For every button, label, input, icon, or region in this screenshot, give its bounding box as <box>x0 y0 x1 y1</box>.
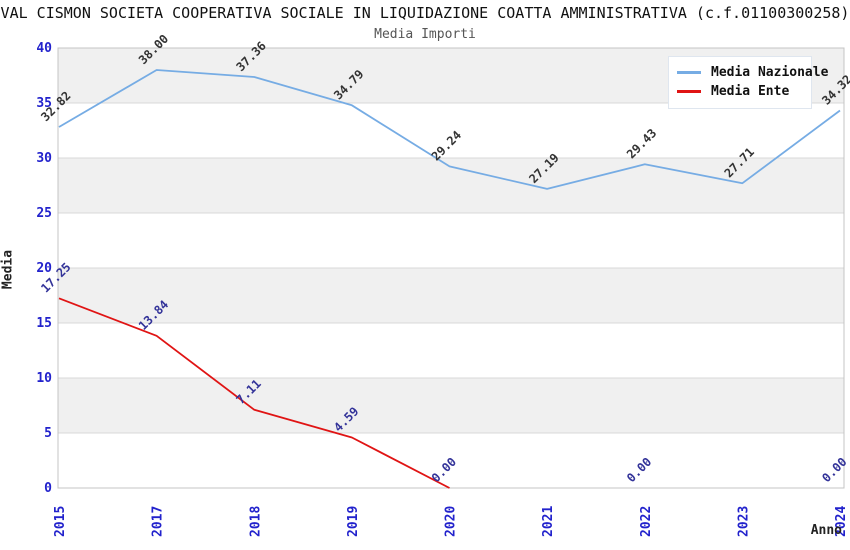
x-tick-label: 2024 <box>834 506 849 537</box>
plot-border <box>57 47 845 489</box>
y-tick-label: 25 <box>36 206 52 221</box>
plot-band <box>58 433 844 488</box>
x-tick-label: 2019 <box>346 506 361 537</box>
legend-label: Media Ente <box>711 84 790 99</box>
y-tick-label: 5 <box>44 426 52 441</box>
x-tick-label: 2020 <box>444 506 459 537</box>
chart-title: VAL CISMON SOCIETA COOPERATIVA SOCIALE I… <box>0 4 850 22</box>
x-axis-title: Anno <box>810 523 842 538</box>
chart-subtitle: Media Importi <box>374 27 476 42</box>
y-axis-title: Media <box>0 249 16 290</box>
x-tick-label: 2017 <box>151 506 166 537</box>
y-tick-label: 20 <box>36 261 52 276</box>
legend-item-media-ente: Media Ente <box>677 82 803 101</box>
y-tick-label: 40 <box>36 41 52 56</box>
plot-band <box>58 378 844 433</box>
plot-band <box>58 103 844 158</box>
x-tick-label: 2022 <box>639 506 654 537</box>
plot-band <box>58 268 844 323</box>
x-tick-label: 2015 <box>53 506 68 537</box>
legend-label: Media Nazionale <box>711 65 829 80</box>
y-tick-label: 15 <box>36 316 52 331</box>
media-nazionale-line <box>58 69 841 190</box>
y-tick-label: 0 <box>44 481 52 496</box>
x-tick-label: 2021 <box>541 506 556 537</box>
plot-band <box>58 323 844 378</box>
legend-item-media-nazionale: Media Nazionale <box>677 63 828 82</box>
x-tick-label: 2023 <box>736 506 751 537</box>
y-tick-label: 10 <box>36 371 52 386</box>
legend: Media Nazionale Media Ente <box>668 56 828 109</box>
media-ente-line-swatch-icon <box>677 90 701 93</box>
plot-band <box>58 213 844 268</box>
x-tick-label: 2018 <box>248 506 263 537</box>
y-tick-label: 35 <box>36 96 52 111</box>
y-tick-label: 30 <box>36 151 52 166</box>
media-nazionale-line-swatch-icon <box>677 71 701 74</box>
